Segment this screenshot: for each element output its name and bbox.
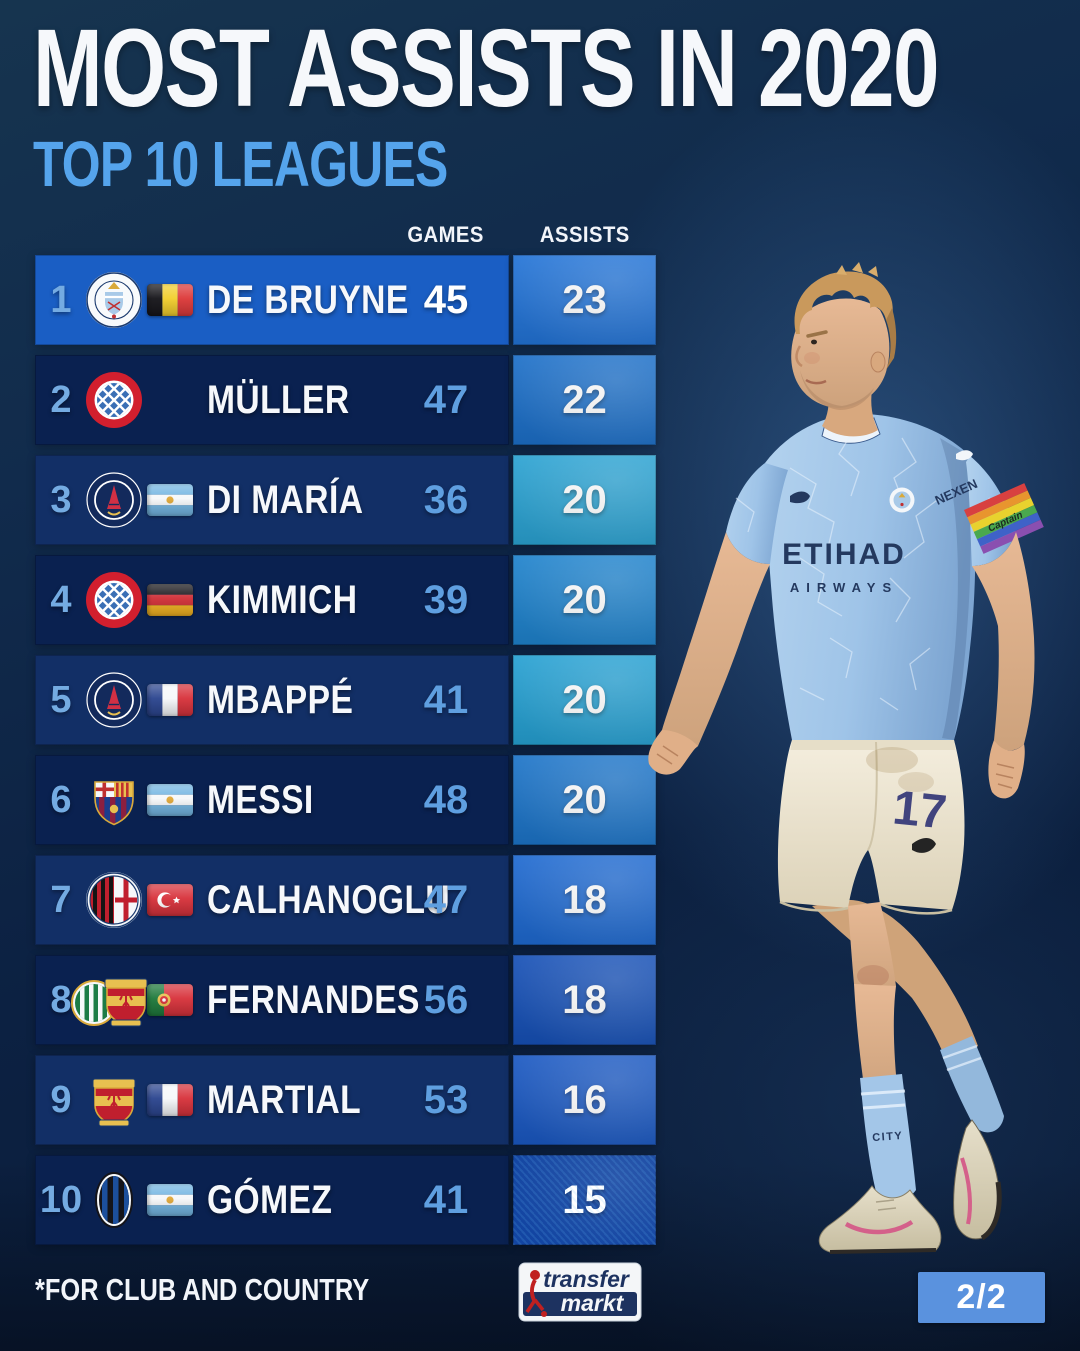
club-badge-manchester-united-icon [104,978,148,1027]
column-header-games: GAMES [407,222,485,247]
brand-figure-icon [525,1270,547,1317]
games-value: 41 [423,678,469,722]
table-row: 9 MARTIAL 53 16 [0,1055,1080,1145]
player-name: DI MARÍA [207,478,364,522]
games-value: 56 [423,978,469,1022]
rank: 3 [50,479,72,521]
player-name: CALHANOGLU [207,878,451,922]
games-value: 47 [423,378,469,422]
table-row: 10 GÓMEZ 41 15 [0,1155,1080,1245]
games-value: 53 [423,1078,469,1122]
rank: 4 [50,579,72,621]
assists-value: 20 [513,655,656,745]
brand-line2: markt [561,1290,625,1316]
flag-argentina-icon [147,484,193,516]
club-badge-barcelona-icon [94,781,134,826]
assists-value: 20 [513,555,656,645]
brand-line1: transfer [543,1266,630,1292]
player-head [791,262,897,437]
rank: 7 [50,879,72,921]
player-name: MARTIAL [207,1078,362,1122]
club-badge-manchester-city-icon [86,272,142,328]
games-value: 36 [423,478,469,522]
player-name: FERNANDES [207,978,420,1022]
assists-value: 20 [513,755,656,845]
table-row: 4 KIMMICH 39 20 [0,555,1080,645]
transfermarkt-logo: transfer markt [518,1262,642,1322]
flag-turkey-icon [147,884,193,916]
table-row: 8 [0,955,1080,1045]
assists-value: 20 [513,455,656,545]
transfermarkt-logo-icon: transfer markt [518,1262,642,1322]
assists-value: 22 [513,355,656,445]
flag-france-icon [147,684,193,716]
jersey-sponsor-text: ETIHAD [782,538,906,571]
page-subtitle: TOP 10 LEAGUES [33,128,448,200]
flag-france-icon [147,1084,193,1116]
player-jersey: ETIHAD AIRWAYS NEXEN Captain [726,413,1044,740]
rank: 1 [50,279,72,321]
assists-value: 18 [513,855,656,945]
assists-value: 18 [513,955,656,1045]
player-name: DE BRUYNE [207,278,409,322]
table-row: 1 DE BRUYNE 45 23 [0,255,1080,345]
player-hair [794,271,893,334]
games-value: 41 [423,1178,469,1222]
assists-value: 23 [513,255,656,345]
table-row: 7 [0,855,1080,945]
page-title: MOST ASSISTS IN 2020 [33,7,939,130]
club-crest-icon [889,487,915,513]
puma-shoulder-logo-icon [956,450,973,461]
flag-argentina-icon [147,1184,193,1216]
rank: 10 [39,1179,83,1221]
shorts-number: 17 [890,781,949,839]
sock-text: CITY [872,1130,904,1144]
rank: 9 [50,1079,72,1121]
club-badge-bayern-munich-icon [86,372,142,428]
player-left-arm [972,532,1035,799]
captain-armband-icon: Captain [964,483,1044,554]
games-value: 39 [423,578,469,622]
player-name: MESSI [207,778,314,822]
player-photo: ETIHAD AIRWAYS NEXEN Captain [648,262,1044,1254]
jersey-sponsor-subtext: AIRWAYS [790,580,898,595]
puma-shorts-logo-icon [912,838,936,853]
club-badge-psg-icon [86,672,142,728]
club-badge-psg-icon [86,472,142,528]
flag-belgium-icon [147,284,193,316]
assists-value: 15 [513,1155,656,1245]
table-row: 5 MBAPPÉ 41 20 [0,655,1080,745]
player-shorts: 17 [777,740,965,915]
flag-argentina-icon [147,784,193,816]
flag-portugal-icon [147,984,193,1016]
club-badge-ac-milan-icon [86,872,142,928]
player-name: KIMMICH [207,578,358,622]
assists-value: 16 [513,1055,656,1145]
rank: 6 [50,779,72,821]
flag-germany-icon [147,584,193,616]
page-indicator-badge: 2/2 [918,1272,1045,1323]
games-value: 48 [423,778,469,822]
table-row: 2 MÜLLER 47 22 [0,355,1080,445]
table-row: 6 [0,755,1080,845]
player-forward-leg: CITY [818,902,942,1254]
table-row: 3 DI MARÍA 36 20 [0,455,1080,545]
games-value: 45 [423,278,469,322]
player-right-arm [648,532,770,775]
club-badge-bayern-munich-icon [86,572,142,628]
player-name: GÓMEZ [207,1178,333,1222]
rank: 2 [50,379,72,421]
games-value: 47 [423,878,469,922]
puma-logo-icon [790,491,810,504]
column-header-assists: ASSISTS [540,222,630,247]
player-name: MBAPPÉ [207,678,354,722]
player-name: MÜLLER [207,378,350,422]
club-badge-manchester-united-icon [92,1078,136,1127]
footnote: *FOR CLUB AND COUNTRY [35,1272,370,1307]
rank: 8 [50,979,72,1021]
rank: 5 [50,679,72,721]
club-badge-atalanta-icon [95,1172,133,1228]
